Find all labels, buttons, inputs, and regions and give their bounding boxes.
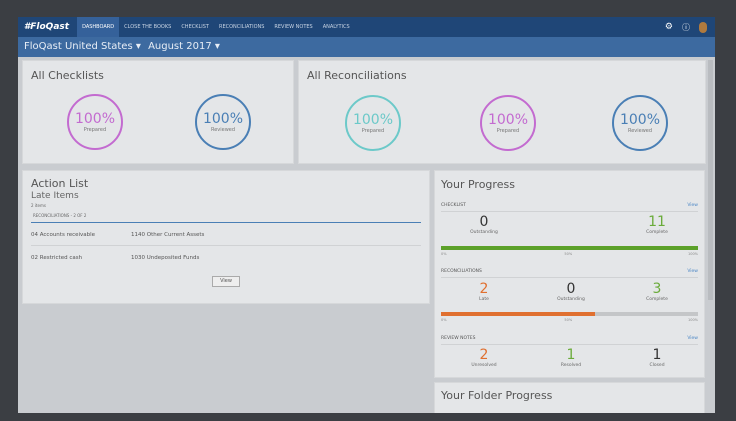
- section-label: CHECKLIST: [441, 203, 466, 208]
- ring-label: Reviewed: [627, 128, 653, 134]
- panel-title: All Reconciliations: [307, 69, 407, 82]
- stat-value: 0: [566, 281, 576, 297]
- stat-label: Outstanding: [557, 297, 585, 302]
- panel-title: All Checklists: [31, 69, 104, 82]
- tick-label: 50%: [564, 252, 573, 256]
- stat-outstanding: 0 Outstanding: [541, 281, 601, 302]
- stat-label: Unresolved: [471, 363, 497, 368]
- table-row[interactable]: 02 Restricted cash 1030 Undeposited Funds: [31, 247, 421, 269]
- tick-label: 100%: [687, 252, 698, 256]
- checklist-ticks: 0% 50% 100%: [441, 252, 698, 257]
- view-link[interactable]: View: [687, 336, 698, 341]
- gear-icon[interactable]: ⚙: [664, 22, 673, 32]
- stat-label: Outstanding: [470, 230, 498, 235]
- stat-label: Resolved: [560, 363, 582, 368]
- stat-label: Closed: [649, 363, 665, 368]
- top-nav: #FloQast DASHBOARD CLOSE THE BOOKS CHECK…: [18, 17, 715, 37]
- stat-label: Late: [479, 297, 489, 302]
- stat-value: 2: [479, 281, 489, 297]
- checklist-prepared-ring: 100% Prepared: [67, 94, 123, 150]
- progress-fill: [441, 246, 698, 250]
- stat-value: 0: [479, 214, 489, 230]
- account-name: 1140 Other Current Assets: [131, 231, 205, 238]
- ring-label: Reviewed: [210, 127, 236, 133]
- ring-percent: 100%: [487, 112, 529, 128]
- section-label: RECONCILIATIONS - 2 OF 2: [33, 213, 87, 218]
- divider: [31, 222, 421, 223]
- stat-value: 1: [652, 347, 662, 363]
- table-row[interactable]: 04 Accounts receivable 1140 Other Current…: [31, 224, 421, 246]
- folder-name: 02 Restricted cash: [31, 255, 83, 261]
- item-count: 2 items: [31, 203, 46, 208]
- avatar[interactable]: [699, 21, 707, 33]
- stat-unresolved: 2 Unresolved: [454, 347, 514, 368]
- view-link[interactable]: View: [687, 269, 698, 274]
- stat-outstanding: 0 Outstanding: [454, 214, 514, 235]
- nav-dashboard[interactable]: DASHBOARD: [77, 17, 120, 37]
- view-link[interactable]: View: [687, 203, 698, 208]
- section-label: REVIEW NOTES: [441, 336, 476, 341]
- checklist-progress-bar: [441, 246, 698, 250]
- stat-label: Complete: [646, 230, 668, 235]
- section-label: RECONCILIATIONS: [441, 269, 482, 274]
- ring-label: Prepared: [496, 128, 520, 134]
- stat-complete: 3 Complete: [627, 281, 687, 302]
- progress-fill: [441, 312, 596, 316]
- reconciliations-section-header: RECONCILIATIONS View: [441, 269, 698, 278]
- nav-analytics[interactable]: ANALYTICS: [322, 24, 350, 30]
- panel-title: Action List: [31, 177, 89, 190]
- tick-label: 0%: [441, 318, 447, 322]
- floqast-logo[interactable]: #FloQast: [24, 22, 70, 32]
- tick-label: 100%: [687, 318, 698, 322]
- tick-label: 50%: [564, 318, 573, 322]
- period-dropdown[interactable]: August 2017 ▾: [148, 41, 220, 52]
- view-button[interactable]: View: [212, 276, 240, 287]
- stat-resolved: 1 Resolved: [541, 347, 601, 368]
- panel-title: Your Progress: [441, 178, 515, 191]
- all-reconciliations-panel: All Reconciliations 100% Prepared 100% Pre…: [298, 60, 706, 164]
- all-checklists-panel: All Checklists 100% Prepared 100% Reviewed: [22, 60, 294, 164]
- ring-label: Prepared: [83, 127, 107, 133]
- panel-title: Your Folder Progress: [441, 389, 553, 402]
- stat-late: 2 Late: [454, 281, 514, 302]
- scrollbar[interactable]: [708, 60, 713, 300]
- reconciliations-progress-bar: [441, 312, 698, 316]
- nav-close-the-books[interactable]: CLOSE THE BOOKS: [124, 24, 172, 30]
- ring-percent: 100%: [202, 111, 244, 127]
- stat-closed: 1 Closed: [627, 347, 687, 368]
- review-notes-section-header: REVIEW NOTES View: [441, 336, 698, 345]
- stat-value: 2: [479, 347, 489, 363]
- context-bar: FloQast United States ▾ August 2017 ▾: [18, 37, 715, 57]
- nav-reconciliations[interactable]: RECONCILIATIONS: [218, 24, 265, 30]
- checklist-reviewed-ring: 100% Reviewed: [195, 94, 251, 150]
- entity-dropdown[interactable]: FloQast United States ▾: [24, 41, 141, 52]
- action-list-panel: Action List Late Items 2 items RECONCILI…: [22, 170, 430, 304]
- stat-value: 3: [652, 281, 662, 297]
- rec-reviewed-ring: 100% Reviewed: [612, 95, 668, 151]
- late-items-heading: Late Items: [31, 191, 79, 201]
- ring-percent: 100%: [74, 111, 116, 127]
- reconciliations-ticks: 0% 50% 100%: [441, 318, 698, 323]
- screen: #FloQast DASHBOARD CLOSE THE BOOKS CHECK…: [18, 17, 715, 413]
- stat-complete: 11 Complete: [627, 214, 687, 235]
- nav-checklist[interactable]: CHECKLIST: [181, 24, 209, 30]
- folder-progress-panel: Your Folder Progress: [434, 382, 705, 413]
- ring-label: Prepared: [361, 128, 385, 134]
- stat-label: Complete: [646, 297, 668, 302]
- ring-percent: 100%: [619, 112, 661, 128]
- your-progress-panel: Your Progress CHECKLIST View 0 Outstanding…: [434, 170, 705, 378]
- help-icon[interactable]: ⓘ: [682, 22, 690, 32]
- rec-prepared-ring: 100% Prepared: [345, 95, 401, 151]
- ring-percent: 100%: [352, 112, 394, 128]
- folder-name: 04 Accounts receivable: [31, 231, 96, 238]
- stat-value: 11: [648, 214, 666, 230]
- tick-label: 0%: [441, 252, 447, 256]
- stat-value: 1: [566, 347, 576, 363]
- account-name: 1030 Undeposited Funds: [131, 255, 200, 261]
- checklist-section-header: CHECKLIST View: [441, 203, 698, 212]
- nav-review-notes[interactable]: REVIEW NOTES: [274, 24, 313, 30]
- rec-prepared-ring-2: 100% Prepared: [480, 95, 536, 151]
